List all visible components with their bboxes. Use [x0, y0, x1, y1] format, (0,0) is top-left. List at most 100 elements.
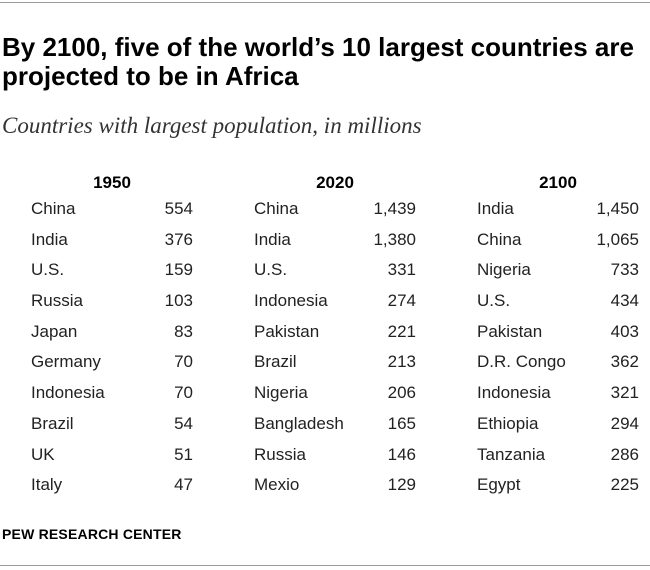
column-2020: 2020 China 1,439 India 1,380 U.S. 331 Indonesi… [254, 172, 416, 501]
country-name: Pakistan [477, 321, 543, 341]
table-row: Germany 70 [31, 347, 193, 378]
country-name: Italy [31, 475, 63, 495]
population-value: 221 [387, 321, 416, 341]
population-value: 206 [387, 383, 416, 403]
population-value: 376 [164, 229, 193, 249]
country-name: India [254, 229, 291, 249]
table-row: D.R. Congo 362 [477, 347, 639, 378]
population-value: 129 [387, 475, 416, 495]
population-value: 70 [174, 383, 193, 403]
population-value: 294 [610, 413, 639, 433]
table-row: Brazil 54 [31, 409, 193, 440]
country-name: Russia [31, 291, 83, 311]
population-value: 225 [610, 475, 639, 495]
country-name: China [254, 199, 299, 218]
population-value: 321 [610, 383, 639, 403]
table-row: India 376 [31, 225, 193, 256]
table-row: Brazil 213 [254, 347, 416, 378]
table-row: Tanzania 286 [477, 440, 639, 471]
population-value: 51 [174, 444, 193, 464]
table-row: India 1,380 [254, 225, 416, 256]
country-name: Indonesia [477, 383, 551, 403]
country-name: U.S. [254, 260, 288, 280]
country-name: Nigeria [477, 260, 531, 280]
country-name: Germany [31, 352, 101, 372]
column-rows: China 1,439 India 1,380 U.S. 331 Indonesia 274 P… [254, 194, 416, 501]
country-name: China [31, 199, 76, 218]
population-value: 362 [610, 352, 639, 372]
column-header: 1950 [93, 173, 131, 192]
country-name: Ethiopia [477, 413, 539, 433]
population-value: 434 [610, 291, 639, 311]
country-name: Indonesia [254, 291, 328, 311]
population-value: 47 [174, 475, 193, 495]
country-name: Brazil [31, 413, 74, 433]
table-row: Japan 83 [31, 317, 193, 348]
bottom-rule [0, 565, 650, 566]
table-row: Nigeria 733 [477, 255, 639, 286]
table-row: China 554 [31, 194, 193, 225]
population-value: 70 [174, 352, 193, 372]
country-name: Mexio [254, 475, 300, 495]
country-name: India [477, 199, 514, 218]
population-value: 1,380 [373, 229, 416, 249]
source-credit: PEW RESEARCH CENTER [2, 526, 182, 542]
country-name: China [477, 229, 522, 249]
country-name: U.S. [477, 291, 511, 311]
country-name: U.S. [31, 260, 65, 280]
country-name: India [31, 229, 68, 249]
table-row: Pakistan 403 [477, 317, 639, 348]
country-name: Brazil [254, 352, 297, 372]
country-name: Nigeria [254, 383, 308, 403]
table-row: Mexio 129 [254, 470, 416, 501]
table-row: Indonesia 321 [477, 378, 639, 409]
table-row: Italy 47 [31, 470, 193, 501]
table-row: Nigeria 206 [254, 378, 416, 409]
chart-subtitle: Countries with largest population, in mi… [2, 113, 422, 138]
country-name: Tanzania [477, 444, 546, 464]
column-rows: India 1,450 China 1,065 Nigeria 733 U.S. 434 Pak… [477, 194, 639, 501]
table-row: Bangladesh 165 [254, 409, 416, 440]
table-row: U.S. 331 [254, 255, 416, 286]
column-1950: 1950 China 554 India 376 U.S. 159 Russia 103 Jap… [31, 172, 193, 501]
population-value: 274 [387, 291, 416, 311]
country-name: Egypt [477, 475, 521, 495]
country-name: Bangladesh [254, 413, 344, 433]
column-header: 2020 [316, 173, 354, 192]
population-value: 146 [387, 444, 416, 464]
table-row: Pakistan 221 [254, 317, 416, 348]
table-row: China 1,065 [477, 225, 639, 256]
country-name: Japan [31, 321, 78, 341]
country-name: Indonesia [31, 383, 105, 403]
population-value: 554 [164, 199, 193, 218]
table-row: Ethiopia 294 [477, 409, 639, 440]
population-value: 733 [610, 260, 639, 280]
table-row: India 1,450 [477, 194, 639, 225]
population-value: 103 [164, 291, 193, 311]
table-row: UK 51 [31, 440, 193, 471]
population-value: 331 [387, 260, 416, 280]
population-value: 1,065 [596, 229, 639, 249]
population-value: 165 [387, 413, 416, 433]
table-row: Russia 146 [254, 440, 416, 471]
top-rule [0, 2, 650, 3]
column-rows: China 554 India 376 U.S. 159 Russia 103 Japan 83 G… [31, 194, 193, 501]
table-row: U.S. 159 [31, 255, 193, 286]
population-value: 54 [174, 413, 193, 433]
table-row: Indonesia 70 [31, 378, 193, 409]
table-row: Russia 103 [31, 286, 193, 317]
table-row: China 1,439 [254, 194, 416, 225]
table-row: U.S. 434 [477, 286, 639, 317]
table-row: Egypt 225 [477, 470, 639, 501]
column-header: 2100 [539, 173, 577, 192]
population-value: 1,450 [596, 199, 639, 218]
table-row: Indonesia 274 [254, 286, 416, 317]
population-value: 286 [610, 444, 639, 464]
country-name: Pakistan [254, 321, 320, 341]
population-value: 403 [610, 321, 639, 341]
column-2100: 2100 India 1,450 China 1,065 Nigeria 733 U.S. 4… [477, 172, 639, 501]
chart-title: By 2100, five of the world’s 10 largest … [2, 32, 634, 91]
country-name: Russia [254, 444, 306, 464]
country-name: UK [31, 444, 55, 464]
population-value: 1,439 [373, 199, 416, 218]
